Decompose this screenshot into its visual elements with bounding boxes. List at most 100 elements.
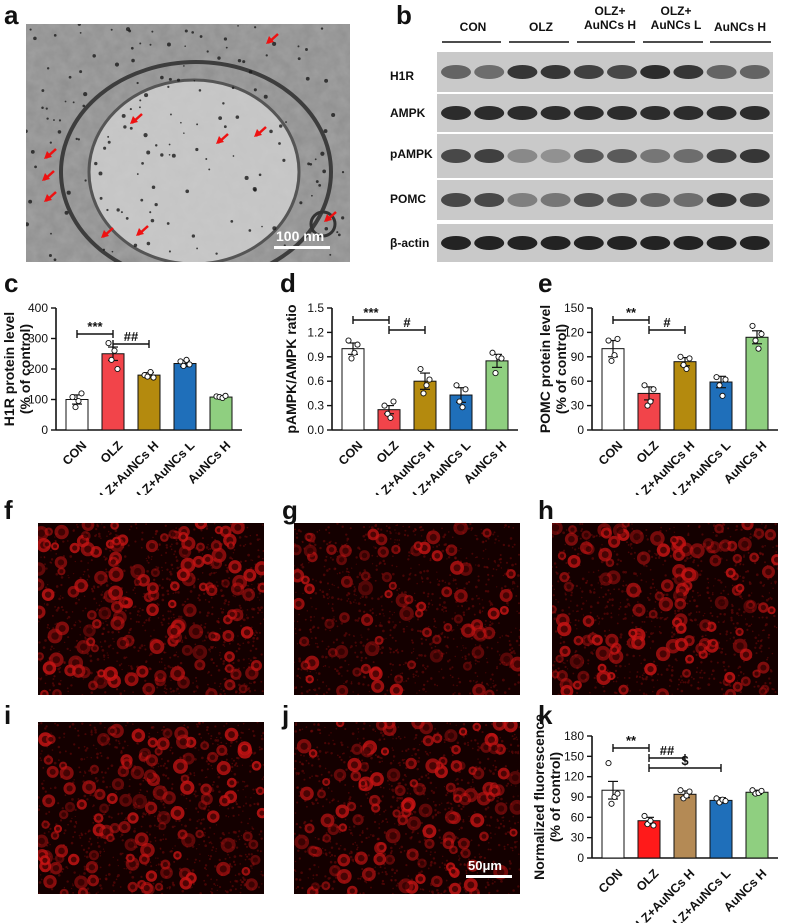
- neuropil-speck: [222, 662, 225, 666]
- neuropil-speck: [723, 668, 727, 672]
- neuron-cell: [300, 575, 310, 585]
- neuropil-speck: [324, 655, 328, 659]
- neuropil-speck: [214, 739, 218, 742]
- neuropil-speck: [125, 867, 128, 870]
- granule: [66, 190, 71, 195]
- neuron-cell: [178, 545, 192, 559]
- neuropil-speck: [164, 651, 167, 654]
- neuropil-speck: [206, 768, 209, 771]
- neuropil-speck: [233, 549, 236, 551]
- neuropil-speck: [156, 731, 159, 734]
- neuron-cell: [303, 544, 317, 558]
- neuropil-speck: [446, 660, 450, 663]
- neuropil-speck: [294, 870, 297, 873]
- neuropil-speck: [244, 858, 247, 861]
- neuropil-speck: [185, 807, 187, 810]
- neuropil-speck: [443, 621, 446, 624]
- neuropil-speck: [79, 620, 82, 623]
- data-point: [75, 397, 82, 405]
- wb-band: [706, 149, 737, 163]
- neuron-cell: [208, 631, 218, 642]
- neuropil-speck: [87, 575, 91, 578]
- neuron-cell: [226, 541, 235, 550]
- neuropil-speck: [201, 537, 205, 540]
- neuropil-speck: [46, 583, 49, 586]
- granule: [252, 187, 257, 192]
- neuropil-speck: [237, 643, 240, 646]
- neuropil-speck: [473, 680, 475, 682]
- neuropil-speck: [775, 551, 778, 553]
- neuropil-speck: [222, 608, 225, 611]
- neuropil-speck: [359, 597, 362, 599]
- neuropil-speck: [228, 856, 231, 859]
- neuron-cell: [224, 651, 235, 662]
- neuropil-speck: [418, 526, 421, 529]
- granule: [98, 171, 103, 176]
- neuropil-speck: [518, 637, 520, 640]
- data-point: [105, 340, 112, 347]
- neuropil-speck: [627, 543, 630, 546]
- neuropil-speck: [96, 757, 99, 759]
- neuropil-speck: [66, 687, 69, 690]
- neuropil-speck: [435, 545, 439, 548]
- neuropil-speck: [218, 858, 221, 862]
- neuropil-speck: [353, 635, 355, 638]
- granule: [125, 217, 129, 220]
- neuropil-speck: [731, 604, 734, 608]
- neuron-cell: [87, 874, 100, 887]
- neuropil-speck: [506, 748, 508, 750]
- neuropil-speck: [122, 569, 126, 573]
- neuropil-speck: [559, 636, 563, 639]
- neuropil-speck: [166, 568, 169, 571]
- neuropil-speck: [727, 593, 730, 596]
- neuropil-speck: [103, 850, 106, 853]
- neuropil-speck: [456, 787, 459, 791]
- neuropil-speck: [167, 736, 170, 739]
- neuropil-speck: [159, 838, 163, 842]
- neuropil-speck: [771, 652, 774, 655]
- neuropil-speck: [614, 664, 618, 668]
- neuron-cell: [137, 573, 151, 587]
- neuropil-speck: [602, 685, 605, 688]
- neuron-cell: [98, 606, 112, 620]
- neuropil-speck: [328, 541, 331, 544]
- wb-band: [474, 236, 505, 250]
- neuropil-speck: [142, 777, 145, 780]
- y-tick-label: 90: [571, 350, 585, 364]
- neuropil-speck: [55, 585, 59, 588]
- neuropil-speck: [700, 560, 703, 563]
- granule: [217, 56, 221, 60]
- neuropil-speck: [238, 692, 241, 695]
- neuropil-speck: [100, 600, 103, 603]
- neuropil-speck: [578, 689, 580, 691]
- neuropil-speck: [309, 630, 313, 634]
- neuropil-speck: [761, 639, 763, 641]
- neuropil-speck: [331, 607, 334, 610]
- neuropil-speck: [88, 840, 91, 843]
- neuron-cell: [352, 667, 362, 677]
- neuron-cell: [256, 807, 264, 819]
- granule: [205, 158, 208, 160]
- neuropil-speck: [357, 877, 360, 880]
- neuropil-speck: [157, 766, 160, 768]
- neuropil-speck: [49, 787, 52, 790]
- neuropil-speck: [753, 685, 756, 688]
- granule: [279, 124, 283, 128]
- neuropil-speck: [719, 541, 723, 545]
- neuropil-speck: [491, 603, 494, 606]
- neuropil-speck: [395, 524, 397, 527]
- neuropil-speck: [166, 759, 170, 763]
- neuropil-speck: [149, 652, 153, 656]
- neuropil-speck: [420, 654, 423, 657]
- neuron-cell: [407, 660, 417, 670]
- neuropil-speck: [208, 648, 211, 651]
- neuropil-speck: [650, 555, 654, 559]
- neuropil-speck: [560, 642, 562, 644]
- neuropil-speck: [364, 538, 367, 541]
- neuropil-speck: [486, 646, 489, 649]
- neuropil-speck: [196, 820, 199, 823]
- neuropil-speck: [294, 528, 297, 531]
- data-point: [345, 337, 352, 344]
- neuropil-speck: [395, 649, 397, 652]
- fluor-image-g: [294, 523, 520, 695]
